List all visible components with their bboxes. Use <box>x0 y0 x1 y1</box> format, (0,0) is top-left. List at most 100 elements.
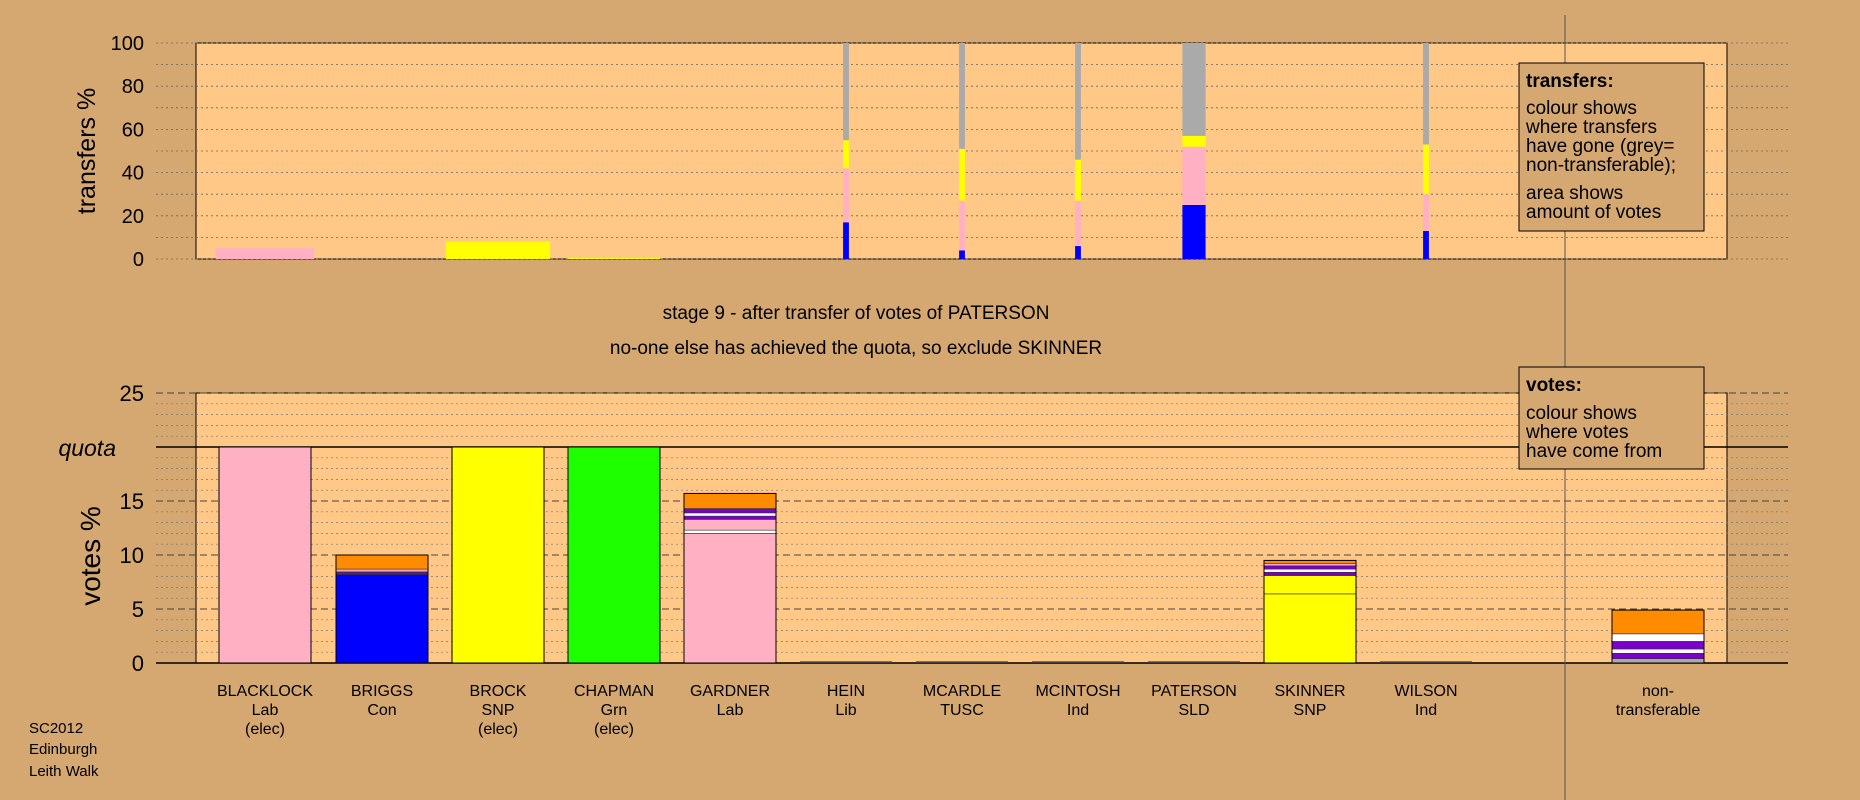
vote-segment <box>335 554 429 570</box>
transfers-y-axis-label: transfers % <box>73 88 101 214</box>
transfers-legend-line: have gone (grey= <box>1526 136 1674 157</box>
votes-tick-label: 5 <box>132 597 144 622</box>
transfer-segment <box>1075 246 1081 259</box>
transfers-legend-line: where transfers <box>1525 117 1657 138</box>
vote-segment <box>451 446 545 664</box>
vote-segment <box>335 571 429 575</box>
candidate-label: GARDNER <box>690 683 770 700</box>
transfers-legend-line: area shows <box>1526 183 1623 204</box>
candidate-label: BRIGGS <box>351 683 413 700</box>
vote-bar-outline <box>335 554 429 664</box>
transfers-tick-label: 40 <box>122 163 144 185</box>
transfers-gridlines <box>156 42 1788 260</box>
vote-segment <box>683 529 777 534</box>
transfer-segment <box>1423 43 1429 145</box>
candidate-label: HEIN <box>827 683 865 700</box>
vote-segment <box>683 533 777 664</box>
votes-legend-line: colour shows <box>1526 403 1637 424</box>
votes-legend-line: have come from <box>1526 441 1662 462</box>
transfers-legend-line: colour shows <box>1526 98 1637 119</box>
votes-legend: votes: colour shows where votes have com… <box>1518 366 1705 470</box>
transfers-legend-box <box>1518 62 1705 232</box>
exclusion-caption: no-one else has achieved the quota, so e… <box>610 338 1102 359</box>
footer-line: SC2012 <box>29 720 83 737</box>
candidate-label: MCINTOSH <box>1035 683 1120 700</box>
transfer-segment <box>1423 230 1429 259</box>
transfers-panel: 0 20 40 60 80 100 transfers % <box>73 33 1788 271</box>
votes-y-ticks: 0 5 10 15 25 <box>120 381 144 676</box>
vote-bar-outline <box>1611 609 1705 664</box>
transfer-segment <box>1075 200 1081 247</box>
transfer-segment <box>1182 146 1206 205</box>
transfer-segment <box>1182 43 1206 136</box>
transfer-segment <box>1075 43 1081 160</box>
transfers-tick-label: 80 <box>122 76 144 98</box>
transfer-segment <box>445 241 551 259</box>
vote-segment <box>1611 633 1705 642</box>
vote-segment <box>683 515 777 520</box>
transfer-segment <box>1182 205 1206 259</box>
votes-y-axis-label: votes % <box>75 506 106 606</box>
transfers-tick-label: 20 <box>122 206 144 228</box>
vote-segment <box>683 493 777 509</box>
candidate-label: SLD <box>1178 702 1209 719</box>
vote-bar-outline <box>683 492 777 664</box>
votes-panel: 0 5 10 15 25 votes % quota <box>58 381 1788 676</box>
transfer-segment <box>215 248 315 259</box>
vote-bar-outline <box>567 446 661 664</box>
vote-segment <box>1263 575 1357 595</box>
vote-segment <box>335 574 429 664</box>
candidate-label: Ind <box>1067 702 1089 719</box>
candidate-label: BROCK <box>470 683 527 700</box>
transfers-y-ticks: 0 20 40 60 80 100 <box>111 33 144 271</box>
candidate-label: Lib <box>835 702 856 719</box>
transfers-legend-line: amount of votes <box>1526 202 1661 223</box>
transfer-segment <box>567 257 661 259</box>
transfer-segment <box>843 222 849 259</box>
candidate-label: (elec) <box>478 721 518 738</box>
votes-tick-label: 10 <box>120 543 144 568</box>
vote-segment <box>1263 593 1357 664</box>
vote-segment <box>1263 563 1357 567</box>
transfers-bars <box>215 43 1429 259</box>
footer-line: Leith Walk <box>29 763 99 780</box>
candidate-label: Ind <box>1415 702 1437 719</box>
vote-segment <box>1263 568 1357 573</box>
vote-segment <box>1611 658 1705 664</box>
votes-tick-label: 25 <box>120 381 144 406</box>
candidate-label: Lab <box>717 702 744 719</box>
candidate-label: WILSON <box>1394 683 1457 700</box>
vote-segment <box>1611 641 1705 650</box>
transfers-legend-line: non-transferable); <box>1526 155 1676 176</box>
vote-segment <box>1263 571 1357 576</box>
candidate-label: SNP <box>482 702 515 719</box>
candidate-label: SKINNER <box>1274 683 1345 700</box>
transfer-segment <box>1182 135 1206 147</box>
nontransferable-label: transferable <box>1616 702 1701 719</box>
transfers-legend-title: transfers: <box>1526 71 1614 92</box>
vote-segment <box>1611 609 1705 635</box>
vote-segment <box>335 568 429 572</box>
candidate-label: MCARDLE <box>923 683 1001 700</box>
nontransferable-label: non- <box>1642 683 1674 700</box>
transfer-segment <box>843 140 849 169</box>
votes-legend-title: votes: <box>1526 375 1582 396</box>
transfer-segment <box>1423 194 1429 231</box>
transfers-legend: transfers: colour shows where transfers … <box>1518 62 1705 232</box>
vote-segment <box>683 512 777 517</box>
votes-legend-line: where votes <box>1525 422 1628 443</box>
transfer-segment <box>959 200 965 251</box>
transfer-segment <box>1423 144 1429 195</box>
transfer-segment <box>843 168 849 223</box>
vote-segment <box>1611 652 1705 659</box>
votes-tick-label: 15 <box>120 489 144 514</box>
vote-bar-outline <box>218 446 312 664</box>
vote-segment <box>1611 648 1705 654</box>
transfers-tick-label: 60 <box>122 119 144 141</box>
candidate-label: PATERSON <box>1151 683 1237 700</box>
vote-bar-outline <box>451 446 545 664</box>
vote-segment <box>1263 565 1357 570</box>
vote-segment <box>567 446 661 664</box>
candidate-label: SNP <box>1294 702 1327 719</box>
